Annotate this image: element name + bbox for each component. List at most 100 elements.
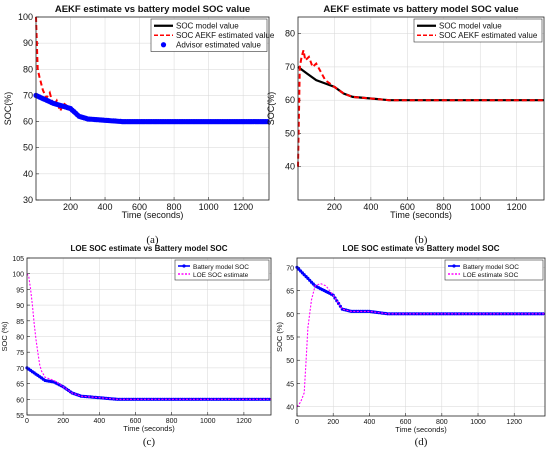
legend-label: Battery model SOC [463, 264, 519, 271]
y-tick-label: 40 [286, 405, 294, 412]
axes-frame [297, 16, 545, 201]
y-tick-label: 75 [16, 350, 24, 357]
y-tick-label: 50 [23, 143, 33, 153]
y-tick-label: 80 [23, 64, 33, 74]
y-tick-label: 105 [12, 256, 24, 263]
chart-title: LOE SOC estimate vs Battery model SOC [343, 244, 500, 253]
x-tick-label: 200 [327, 419, 339, 426]
legend-box [174, 259, 270, 281]
x-tick-label: 1200 [236, 418, 252, 425]
y-tick-label: 100 [18, 12, 33, 22]
x-tick-label: 800 [436, 202, 451, 212]
x-tick-label: 600 [400, 202, 415, 212]
plot-area [298, 17, 544, 200]
y-tick-label: 60 [286, 312, 294, 319]
legend-label: LOE SOC estimate [193, 272, 249, 279]
panel-caption: (a) [146, 234, 159, 246]
x-tick-label: 200 [63, 202, 78, 212]
y-tick-label: 55 [16, 413, 24, 420]
y-tick-label: 80 [285, 29, 295, 39]
legend-swatch [160, 42, 167, 48]
series-soc-aekf-estimated-value-line [297, 50, 544, 167]
y-tick-label: 70 [23, 90, 33, 100]
x-tick-label: 800 [167, 202, 182, 212]
series-advisor-estimated-value-point [264, 119, 270, 125]
x-tick-label: 400 [98, 202, 113, 212]
legend-label: Advisor estimated value [176, 41, 261, 50]
y-tick-label: 100 [12, 272, 24, 279]
y-tick-label: 40 [285, 162, 295, 172]
x-axis-label: Time (seconds) [390, 210, 452, 220]
x-tick-label: 0 [25, 418, 29, 425]
legend-marker [182, 264, 186, 268]
x-tick-label: 400 [93, 418, 105, 425]
y-tick-label: 30 [23, 195, 33, 205]
chart-title: LOE SOC estimate vs Battery model SOC [71, 244, 228, 253]
axes-frame [296, 257, 546, 417]
x-tick-label: 1000 [199, 202, 219, 212]
y-tick-label: 40 [23, 169, 33, 179]
legend-box [150, 18, 268, 52]
chart-title: AEKF estimate vs battery model SOC value [55, 4, 250, 15]
y-tick-label: 80 [16, 335, 24, 342]
y-tick-label: 50 [286, 358, 294, 365]
series-loe-soc-estimate-line [26, 273, 271, 400]
y-axis-label: SOC(%) [3, 92, 13, 126]
legend-box [413, 18, 543, 43]
y-tick-label: 70 [286, 265, 294, 272]
y-tick-label: 50 [285, 128, 295, 138]
y-tick-label: 60 [16, 397, 24, 404]
x-tick-label: 200 [327, 202, 342, 212]
legend-label: LOE estimate SOC [463, 272, 519, 279]
y-tick-label: 60 [23, 117, 33, 127]
y-axis-label: SOC (%) [275, 321, 284, 352]
x-tick-label: 1000 [200, 418, 216, 425]
y-tick-label: 55 [286, 335, 294, 342]
x-tick-label: 0 [295, 419, 299, 426]
x-tick-label: 1200 [507, 202, 527, 212]
panel-caption: (b) [415, 234, 428, 246]
x-tick-label: 1200 [506, 419, 522, 426]
y-tick-label: 85 [16, 319, 24, 326]
y-tick-label: 90 [23, 38, 33, 48]
x-tick-label: 800 [166, 418, 178, 425]
panel-a: 200 400 600 800 1000 1200 30 40 50 60 70 80 90 100 AEK… [3, 4, 275, 246]
axes-frame [26, 257, 272, 416]
x-tick-label: 400 [363, 202, 378, 212]
y-tick-label: 60 [285, 95, 295, 105]
y-axis-label: SOC(%) [266, 92, 276, 126]
legend-label: SOC model value [439, 22, 502, 31]
legend-label: SOC AEKF estimated value [439, 31, 538, 40]
x-tick-label: 400 [364, 419, 376, 426]
legend-label: SOC model value [176, 22, 239, 31]
x-axis-label: Time (seconds) [395, 425, 447, 434]
x-tick-label: 600 [132, 202, 147, 212]
panel-caption: (c) [143, 436, 156, 448]
x-axis-label: Time (seconds) [122, 210, 184, 220]
legend-label: Battery model SOC [193, 264, 249, 271]
panel-b: 200 400 600 800 1000 1200 40 50 60 70 80 AEKF estim… [266, 4, 545, 246]
series-battery-model-soc-point [267, 397, 271, 401]
y-tick-label: 90 [16, 303, 24, 310]
x-tick-label: 1000 [470, 202, 490, 212]
x-axis-label: Time (seconds) [123, 424, 175, 433]
legend-marker [452, 264, 456, 268]
y-tick-label: 65 [16, 382, 24, 389]
x-tick-label: 600 [400, 419, 412, 426]
panel-caption: (d) [415, 436, 428, 448]
legend-label: SOC AEKF estimated value [176, 31, 275, 40]
axes-frame [35, 16, 270, 201]
y-axis-label: SOC (%) [0, 321, 9, 352]
chart-title: AEKF estimate vs battery model SOC value [323, 4, 518, 15]
series-loe-estimate-soc-line [296, 283, 545, 408]
x-tick-label: 600 [130, 418, 142, 425]
y-tick-label: 65 [286, 289, 294, 296]
y-tick-label: 95 [16, 287, 24, 294]
panel-d: 0 200 400 600 800 1000 1200 40 45 50 55 60 65 70 LOE S… [275, 244, 546, 448]
legend-box [444, 259, 544, 281]
y-tick-label: 70 [16, 366, 24, 373]
x-tick-label: 800 [436, 419, 448, 426]
x-tick-label: 1000 [470, 419, 486, 426]
y-tick-label: 70 [285, 62, 295, 72]
